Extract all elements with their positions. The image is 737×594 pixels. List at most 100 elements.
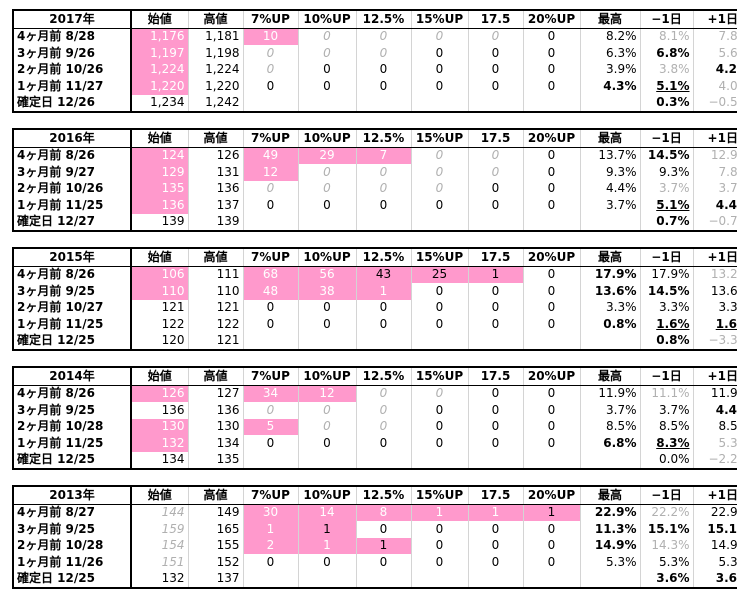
data-cell[interactable]: 6.8% [579,435,641,452]
column-header[interactable]: 最高 [579,247,641,267]
column-header[interactable]: 15%UP [410,9,469,29]
data-cell[interactable]: 121 [187,332,244,351]
data-cell[interactable]: 14.5% [639,147,694,164]
column-header[interactable]: 20%UP [522,9,581,29]
data-cell[interactable]: 3.7% [639,402,694,419]
data-cell[interactable]: 14.3% [639,537,694,554]
column-header[interactable]: 高値 [187,366,244,386]
data-cell[interactable]: 13.6% [692,283,737,300]
row-label[interactable]: 4ヶ月前 8/26 [12,266,132,283]
data-cell[interactable]: 155 [187,537,244,554]
column-header[interactable]: 17.5 [467,9,524,29]
data-cell[interactable]: 43 [355,266,412,283]
data-cell[interactable]: 0 [467,435,524,452]
data-cell[interactable]: 130 [130,418,189,435]
data-cell[interactable]: 129 [130,164,189,181]
data-cell[interactable]: 134 [187,435,244,452]
data-cell[interactable]: 29 [297,147,357,164]
data-cell[interactable]: 7.8% [692,164,737,181]
data-cell[interactable]: 0 [355,402,412,419]
data-cell[interactable]: 1,220 [130,78,189,95]
data-cell[interactable]: 0 [242,554,299,571]
data-cell[interactable]: 15.1% [639,521,694,538]
data-cell[interactable]: 1,198 [187,45,244,62]
column-header[interactable]: 17.5 [467,485,524,505]
data-cell[interactable]: 0 [467,299,524,316]
data-cell[interactable]: 0 [355,299,412,316]
data-cell[interactable]: 1,181 [187,28,244,45]
data-cell[interactable] [410,213,469,232]
data-cell[interactable]: 0 [242,61,299,78]
data-cell[interactable]: 0 [467,316,524,333]
data-cell[interactable]: 5.1% [639,78,694,95]
data-cell[interactable]: 14.5% [639,283,694,300]
data-cell[interactable]: 139 [130,213,189,232]
data-cell[interactable]: 0 [410,180,469,197]
data-cell[interactable] [355,94,412,113]
data-cell[interactable]: 22.2% [639,504,694,521]
data-cell[interactable]: 0 [410,197,469,214]
data-cell[interactable]: 4.0% [692,78,737,95]
data-cell[interactable]: 8.5% [579,418,641,435]
data-cell[interactable]: 111 [187,266,244,283]
data-cell[interactable]: 3.3% [639,299,694,316]
data-cell[interactable]: 0 [467,418,524,435]
data-cell[interactable]: 0 [522,554,581,571]
data-cell[interactable] [467,213,524,232]
data-cell[interactable]: 0 [467,164,524,181]
data-cell[interactable]: −0.7% [692,213,737,232]
column-header[interactable]: +1日 [692,128,737,148]
column-header[interactable]: 最高 [579,128,641,148]
column-header[interactable]: 高値 [187,9,244,29]
data-cell[interactable]: 121 [187,299,244,316]
data-cell[interactable]: 0 [467,537,524,554]
data-cell[interactable]: 0 [410,164,469,181]
data-cell[interactable]: 3.6% [639,570,694,589]
data-cell[interactable]: 4.3% [579,78,641,95]
data-cell[interactable] [522,213,581,232]
column-header[interactable]: +1日 [692,366,737,386]
data-cell[interactable] [355,332,412,351]
data-cell[interactable]: 1 [355,283,412,300]
data-cell[interactable]: 0 [467,28,524,45]
data-cell[interactable]: 1 [410,504,469,521]
column-header[interactable]: −1日 [639,9,694,29]
column-header[interactable]: +1日 [692,247,737,267]
data-cell[interactable]: 151 [130,554,189,571]
data-cell[interactable]: 0 [355,180,412,197]
data-cell[interactable]: 0 [242,299,299,316]
data-cell[interactable]: 13.2% [692,266,737,283]
data-cell[interactable]: −2.2% [692,451,737,470]
data-cell[interactable]: 1 [297,537,357,554]
column-header[interactable]: 始値 [130,247,189,267]
data-cell[interactable] [242,94,299,113]
data-cell[interactable]: 4.2% [692,61,737,78]
row-label[interactable]: 確定日 12/27 [12,213,132,232]
column-header[interactable]: 始値 [130,485,189,505]
column-header[interactable]: 10%UP [297,9,357,29]
data-cell[interactable]: 15.1% [692,521,737,538]
data-cell[interactable]: 12 [242,164,299,181]
data-cell[interactable]: 159 [130,521,189,538]
data-cell[interactable]: 7 [355,147,412,164]
data-cell[interactable]: 1 [522,504,581,521]
column-header[interactable]: 20%UP [522,128,581,148]
data-cell[interactable]: 0 [242,45,299,62]
data-cell[interactable]: 48 [242,283,299,300]
data-cell[interactable]: 0 [467,78,524,95]
data-cell[interactable]: 0 [242,435,299,452]
data-cell[interactable] [410,451,469,470]
data-cell[interactable]: 135 [130,180,189,197]
data-cell[interactable] [579,570,641,589]
data-cell[interactable]: 154 [130,537,189,554]
column-header[interactable]: −1日 [639,128,694,148]
row-label[interactable]: 3ヶ月前 9/25 [12,521,132,538]
data-cell[interactable]: 22.9% [692,504,737,521]
data-cell[interactable]: 0 [522,266,581,283]
data-cell[interactable]: 0 [467,197,524,214]
column-header[interactable]: 12.5% [355,247,412,267]
data-cell[interactable]: 30 [242,504,299,521]
data-cell[interactable]: 8.3% [639,435,694,452]
column-header[interactable]: 7%UP [242,366,299,386]
column-header[interactable]: 17.5 [467,366,524,386]
